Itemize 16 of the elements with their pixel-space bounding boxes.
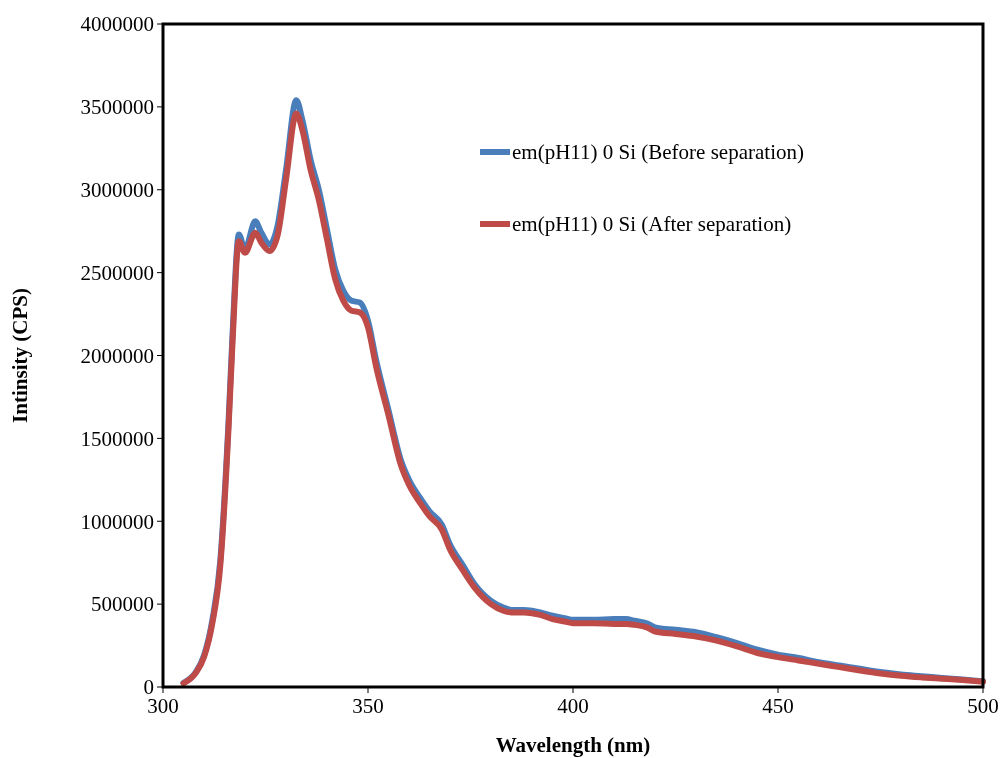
x-tick-label: 500 — [967, 694, 999, 718]
x-tick-label: 400 — [557, 694, 589, 718]
legend-label: em(pH11) 0 Si (After separation) — [512, 212, 792, 237]
y-tick-label: 1000000 — [80, 509, 154, 534]
x-axis-title: Wavelength (nm) — [495, 733, 651, 757]
y-tick-label: 4000000 — [80, 12, 154, 37]
y-tick-label: 3000000 — [80, 178, 154, 203]
y-tick-label: 2000000 — [80, 343, 154, 368]
y-axis-title: Intinsity (CPS) — [8, 288, 32, 423]
legend-label: em(pH11) 0 Si (Before separation) — [512, 140, 804, 165]
y-tick-label: 2500000 — [80, 260, 154, 285]
y-tick-label: 3500000 — [80, 95, 154, 120]
x-tick-label: 450 — [762, 694, 794, 718]
x-tick-label: 350 — [352, 694, 384, 718]
y-tick-label: 1500000 — [80, 426, 154, 451]
y-tick-label: 500000 — [91, 592, 154, 617]
